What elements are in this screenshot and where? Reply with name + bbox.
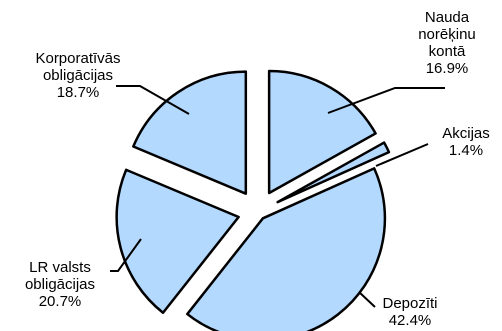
slice-value-2: 42.4% — [389, 312, 432, 329]
slice-value-4: 18.7% — [57, 84, 100, 101]
pie-slice-4 — [132, 70, 248, 195]
leader-line-2 — [358, 291, 376, 308]
leader-line-0 — [327, 87, 445, 114]
slice-labels: Nauda norēķinu kontā 16.9% Akcijas 1.4% Depozī… — [25, 9, 490, 329]
slice-label-4: Korporatīvās obligācijas 18.7% — [35, 50, 120, 101]
pie-slice-0 — [267, 69, 377, 195]
slice-name-line-3: LR valsts — [29, 259, 91, 276]
leader-line-4 — [116, 85, 190, 115]
leader-line-1 — [375, 143, 429, 167]
slice-name-line-0: Nauda — [425, 9, 470, 26]
pie-slices — [115, 69, 391, 331]
slice-name-line-0: kontā — [429, 43, 466, 60]
slice-name-line-3: obligācijas — [25, 276, 95, 293]
slice-name-line-1: Akcijas — [442, 125, 490, 142]
slice-value-3: 20.7% — [39, 293, 82, 310]
slice-value-1: 1.4% — [449, 142, 483, 159]
pie-slice-1 — [276, 141, 391, 204]
slice-name-line-2: Depozīti — [382, 295, 437, 312]
pie-slice-2 — [186, 167, 387, 331]
pie-slice-3 — [115, 168, 240, 314]
slice-value-0: 16.9% — [426, 60, 469, 77]
slice-name-line-4: obligācijas — [43, 67, 113, 84]
slice-label-1: Akcijas 1.4% — [442, 125, 490, 159]
slice-label-3: LR valsts obligācijas 20.7% — [25, 259, 95, 310]
slice-label-0: Nauda norēķinu kontā 16.9% — [418, 9, 476, 77]
slice-name-line-0: norēķinu — [418, 26, 476, 43]
slice-label-2: Depozīti 42.4% — [382, 295, 437, 329]
slice-name-line-4: Korporatīvās — [35, 50, 120, 67]
leader-line-3 — [110, 238, 142, 272]
leader-lines — [110, 85, 445, 308]
